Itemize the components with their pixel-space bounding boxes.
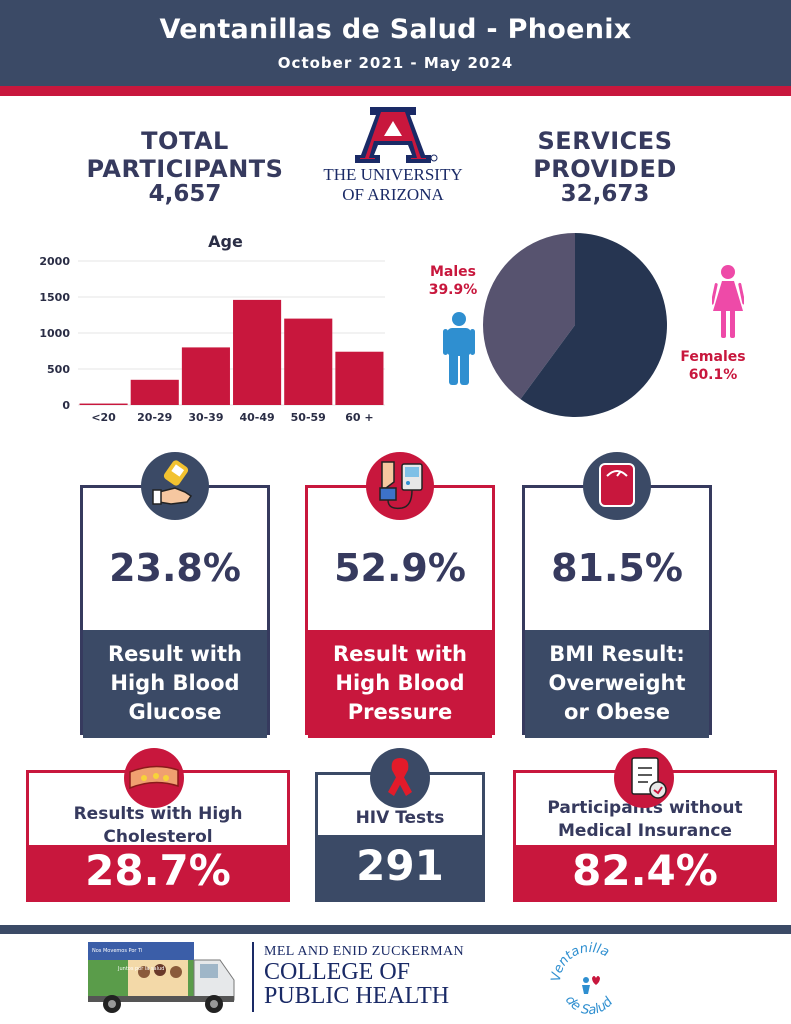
x-tick-label: 40-49 <box>239 411 274 424</box>
total-participants-value: 4,657 <box>148 181 222 207</box>
caption-line: Result with <box>333 642 467 666</box>
caption-line: High Blood <box>110 671 240 695</box>
card-blood-pressure-percent: 52.9% <box>334 546 466 590</box>
x-tick-label: 20-29 <box>137 411 172 424</box>
caption-line: Glucose <box>128 700 222 724</box>
services-provided-label: SERVICES PROVIDED <box>533 127 677 183</box>
age-chart-title: Age <box>208 232 243 251</box>
page-title: Ventanillas de Salud - Phoenix <box>159 14 632 45</box>
header-stripe <box>0 86 791 96</box>
y-tick-label: 0 <box>62 399 70 412</box>
caption-line: or Obese <box>564 700 670 724</box>
ventanilla-de-salud-logo: Ventanilla de Salud <box>549 941 617 1018</box>
gender-pie-svg <box>483 233 667 417</box>
glucose-meter-icon <box>141 452 209 520</box>
females-percent: 60.1% <box>688 367 738 383</box>
services-provided-stat: SERVICES PROVIDED 32,673 <box>470 127 740 207</box>
x-tick-label: 50-59 <box>291 411 326 424</box>
hiv-tests-value: 291 <box>318 835 482 899</box>
block-a-icon <box>355 107 438 163</box>
total-participants-stat: TOTAL PARTICIPANTS 4,657 <box>40 127 330 207</box>
age-bar <box>79 403 128 405</box>
label-line: Results with High <box>73 804 243 824</box>
truck-text-1: Nos Movemos Por Ti <box>92 948 142 954</box>
hiv-tests-label: HIV Tests <box>318 807 482 830</box>
y-tick-label: 2000 <box>39 255 70 268</box>
cph-line-3: PUBLIC HEALTH <box>264 983 450 1009</box>
females-name: Females <box>680 349 746 365</box>
card-blood-glucose-percent: 23.8% <box>109 546 241 590</box>
males-percent: 39.9% <box>428 282 478 298</box>
label-line: HIV Tests <box>355 808 445 828</box>
cholesterol-label: Results with High Cholesterol <box>29 803 287 849</box>
card-bmi: 81.5% BMI Result: Overweight or Obese <box>522 485 712 738</box>
label-line: Cholesterol <box>103 827 213 847</box>
blood-pressure-monitor-icon <box>366 452 434 520</box>
total-participants-label: TOTAL PARTICIPANTS <box>86 127 284 183</box>
label-line: Medical Insurance <box>558 821 732 841</box>
age-bar <box>284 318 333 405</box>
footer-bar <box>0 925 791 934</box>
mobile-clinic-truck-image: Nos Movemos Por Ti Juntos por la salud <box>88 942 235 1013</box>
services-provided-value: 32,673 <box>560 181 650 207</box>
de-salud-text: de Salud <box>562 993 617 1018</box>
age-bar <box>181 347 230 405</box>
card-blood-glucose-caption: Result with High Blood Glucose <box>83 630 267 738</box>
x-tick-label: 30-39 <box>188 411 223 424</box>
age-bar <box>233 299 282 405</box>
university-line-1: THE UNIVERSITY <box>323 165 463 184</box>
hiv-tests-stat-box: HIV Tests 291 <box>315 772 485 902</box>
caption-line: High Blood <box>335 671 465 695</box>
cholesterol-stat-box: Results with High Cholesterol 28.7% <box>26 770 290 902</box>
y-tick-label: 1500 <box>39 291 70 304</box>
footer-divider <box>252 942 254 1012</box>
card-bmi-percent: 81.5% <box>551 546 683 590</box>
gender-pie-chart <box>480 232 670 426</box>
cph-line-1: MEL AND ENID ZUCKERMAN <box>264 944 464 959</box>
artery-icon <box>124 748 184 808</box>
uninsured-label: Participants without Medical Insurance <box>516 797 774 843</box>
card-blood-pressure-caption: Result with High Blood Pressure <box>308 630 492 738</box>
header-banner: Ventanillas de Salud - Phoenix October 2… <box>0 0 791 86</box>
age-bar-chart: Age 0 500 1000 1500 2000 <20 20-29 30-39 40-49 50-… <box>39 232 385 424</box>
university-line-2: OF ARIZONA <box>342 185 444 204</box>
age-bar <box>130 379 179 405</box>
card-blood-glucose: 23.8% Result with High Blood Glucose <box>80 485 270 738</box>
females-label: Females 60.1% <box>678 348 748 384</box>
male-person-icon <box>443 312 475 385</box>
age-bar <box>335 351 384 405</box>
truck-text-2: Juntos por la salud <box>117 966 164 972</box>
ventanilla-text: Ventanilla <box>549 941 612 983</box>
pie-slice-males <box>483 233 575 400</box>
caption-line: Pressure <box>347 700 453 724</box>
uninsured-value: 82.4% <box>516 845 774 899</box>
cholesterol-value: 28.7% <box>29 845 287 899</box>
college-of-public-health-logo: MEL AND ENID ZUCKERMAN COLLEGE OF PUBLIC… <box>264 944 464 1008</box>
svg-text:de Salud: de Salud <box>562 993 617 1018</box>
university-of-arizona-logo: THE UNIVERSITY OF ARIZONA <box>318 103 468 207</box>
clipboard-icon <box>614 748 674 808</box>
scale-icon <box>583 452 651 520</box>
caption-line: Overweight <box>548 671 686 695</box>
caption-line: Result with <box>108 642 242 666</box>
pie-slice-females <box>520 233 667 417</box>
female-person-icon <box>712 265 744 338</box>
card-blood-pressure: 52.9% Result with High Blood Pressure <box>305 485 495 738</box>
caption-line: BMI Result: <box>549 642 685 666</box>
x-tick-label: 60 + <box>345 411 373 424</box>
y-tick-label: 500 <box>47 363 70 376</box>
card-bmi-caption: BMI Result: Overweight or Obese <box>525 630 709 738</box>
x-tick-label: <20 <box>91 411 116 424</box>
label-line: Participants without <box>547 798 743 818</box>
cph-line-2: COLLEGE OF <box>264 959 410 985</box>
uninsured-stat-box: Participants without Medical Insurance 8… <box>513 770 777 902</box>
ribbon-icon <box>370 748 430 808</box>
page-subtitle: October 2021 - May 2024 <box>277 54 514 72</box>
males-name: Males <box>429 264 476 280</box>
males-label: Males 39.9% <box>426 263 480 299</box>
y-tick-label: 1000 <box>39 327 70 340</box>
svg-text:Ventanilla: Ventanilla <box>549 941 612 983</box>
